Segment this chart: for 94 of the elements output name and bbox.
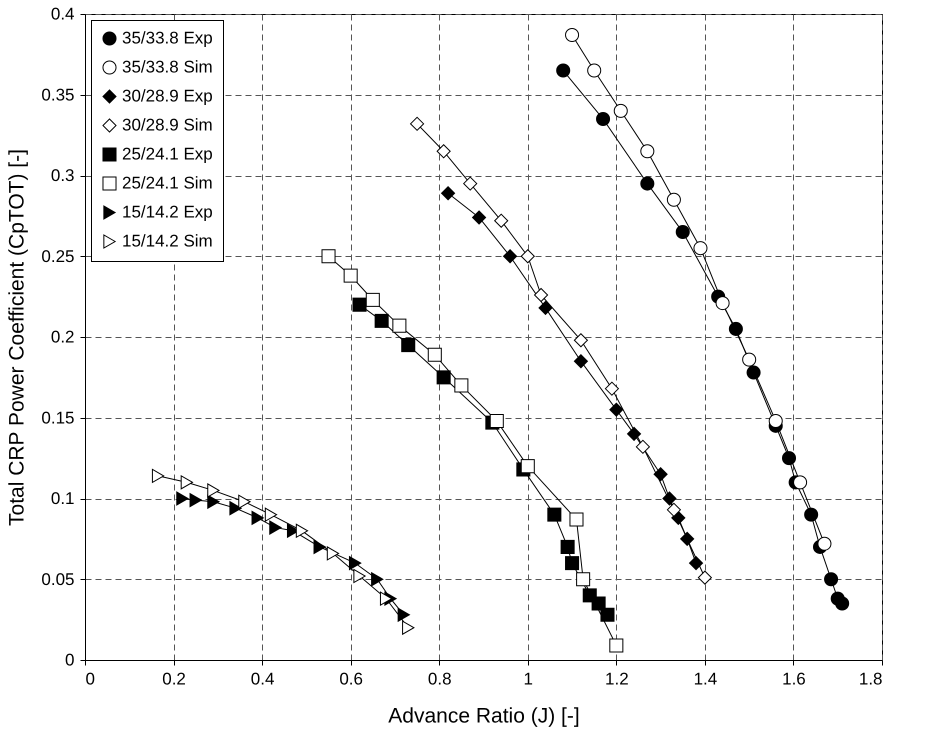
x-tick-label: 0.8 [428,670,452,688]
y-tick-label: 0.2 [50,328,74,346]
point [716,296,730,310]
x-tick-label: 1.2 [605,670,629,688]
point [238,494,251,509]
y-tick-label: 0.35 [41,85,74,104]
point [676,225,690,240]
point [374,314,389,328]
point [547,508,562,522]
point [782,451,796,466]
legend-label: 25/24.1 Sim [122,174,213,192]
point [574,354,588,368]
point [560,540,575,554]
point [180,475,193,490]
point [538,300,553,315]
x-tick-label: 0.2 [162,670,186,688]
y-tick-label: 0.25 [41,246,74,266]
point [436,370,451,384]
point [609,402,624,417]
point [472,210,486,225]
legend-label: 15/14.2 Exp [122,202,213,222]
point [348,556,362,570]
point [207,494,220,509]
point [520,459,535,474]
point [824,572,838,586]
point [793,475,808,490]
point [503,249,518,264]
point [428,348,442,362]
x-tick-label: 1 [524,670,534,688]
point [152,468,164,483]
point [742,352,756,367]
point [366,292,380,307]
y-tick-label: 0.15 [41,408,74,428]
point [671,510,686,525]
point [207,483,220,498]
point [402,620,414,635]
point [746,366,761,380]
point [804,508,818,522]
point [600,608,614,622]
x-tick-label: 0 [86,670,95,688]
point [380,592,392,606]
point [640,176,654,191]
point [627,426,642,441]
point [768,414,783,428]
point [392,318,406,333]
point [296,524,308,538]
point [835,596,850,610]
point [314,540,326,554]
point [322,249,336,264]
point [352,298,367,312]
point [229,501,242,516]
point [176,491,189,506]
point [353,569,366,584]
y-tick-label: 0.4 [50,4,74,24]
y-tick-label: 0 [65,650,74,670]
point [269,520,282,535]
legend-label: 30/28.9 Sim [122,116,213,134]
legend-label: 35/33.8 Exp [122,28,213,48]
x-tick-label: 0.4 [250,670,274,688]
y-tick-label: 0.1 [50,489,74,508]
point [441,186,456,200]
point [689,556,704,570]
point [728,322,743,336]
legend-label: 35/33.8 Sim [122,58,213,76]
point [401,338,416,352]
point [662,491,676,506]
legend-label: 25/24.1 Exp [122,144,213,164]
point [576,572,590,586]
y-axis-title: Total CRP Power Coefficient (CpTOT) [-] [5,149,28,526]
x-axis-title: Advance Ratio (J) [-] [388,704,580,728]
x-tick-label: 1.4 [694,670,718,688]
legend-label: 15/14.2 Sim [122,232,213,250]
point [371,572,384,586]
point [817,536,832,551]
point [490,414,504,428]
y-tick-label: 0.3 [50,166,74,185]
point [654,467,668,482]
x-tick-label: 1.8 [858,670,882,688]
point [326,546,340,560]
point [565,556,580,570]
point [190,493,202,508]
x-tick-label: 1.6 [782,670,806,688]
point [264,508,278,522]
point [596,112,610,126]
point [454,378,468,392]
point [344,268,358,283]
point [252,510,264,525]
point [680,532,694,546]
point [398,608,410,622]
legend-label: 30/28.9 Exp [122,86,213,106]
x-tick-label: 0.6 [339,670,363,688]
point [556,64,570,78]
y-tick-label: 0.05 [41,570,74,589]
point [592,596,606,610]
